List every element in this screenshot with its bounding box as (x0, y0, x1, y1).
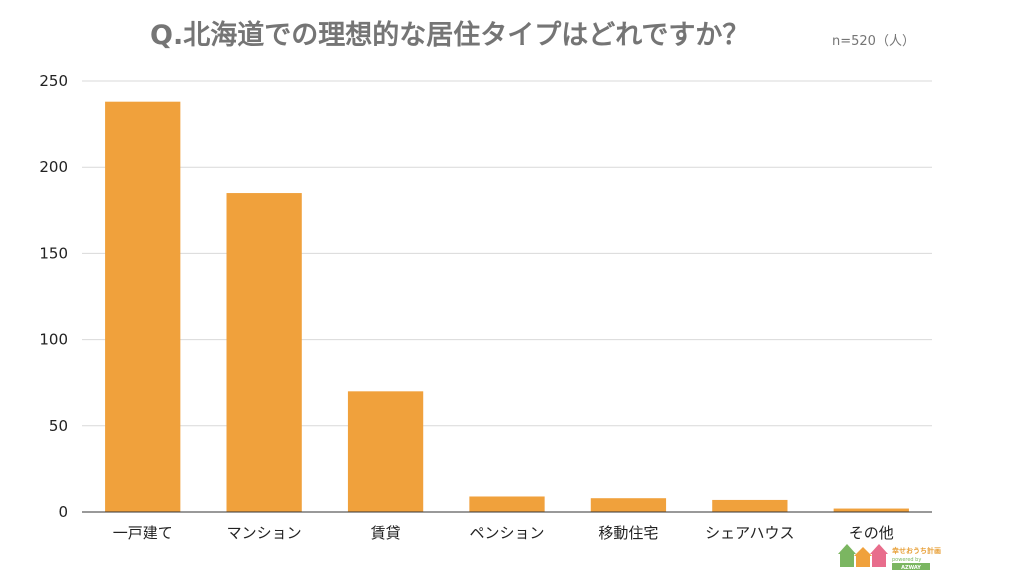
x-category-label: シェアハウス (705, 524, 794, 542)
x-category-label: その他 (849, 524, 894, 542)
y-tick-label: 150 (39, 244, 68, 262)
x-category-label: 賃貸 (371, 524, 401, 542)
bar (469, 496, 545, 512)
chart-title: Q.北海道での理想的な居住タイプはどれですか？ (150, 19, 749, 51)
bar (833, 508, 909, 512)
x-category-label: マンション (227, 524, 302, 542)
chart-subtitle: n=520（人） (832, 34, 915, 49)
y-tick-label: 100 (39, 331, 68, 349)
bar (105, 101, 181, 513)
bar (226, 193, 302, 512)
house-logo-icon (838, 544, 888, 567)
y-axis-ticks: 0 50 100 150 200 250 (39, 72, 68, 521)
logo-brand: AZWAY (901, 565, 921, 571)
y-tick-label: 250 (39, 72, 68, 90)
bar (347, 391, 424, 512)
bars (105, 101, 909, 513)
x-axis-categories: 一戸建て マンション 賃貸 ペンション 移動住宅 シェアハウス その他 (113, 524, 894, 542)
logo-tagline: powered by (892, 557, 921, 563)
bar (712, 499, 788, 512)
y-tick-label: 0 (58, 503, 68, 521)
y-tick-label: 50 (49, 417, 68, 435)
logo-name: 幸せおうち計画 (892, 546, 941, 555)
x-category-label: 一戸建て (113, 524, 173, 542)
bar (590, 498, 667, 512)
logo: 幸せおうち計画 powered by AZWAY (838, 544, 941, 571)
gridlines (82, 80, 932, 427)
x-category-label: 移動住宅 (598, 524, 658, 542)
x-category-label: ペンション (469, 524, 544, 542)
y-tick-label: 200 (39, 158, 68, 176)
